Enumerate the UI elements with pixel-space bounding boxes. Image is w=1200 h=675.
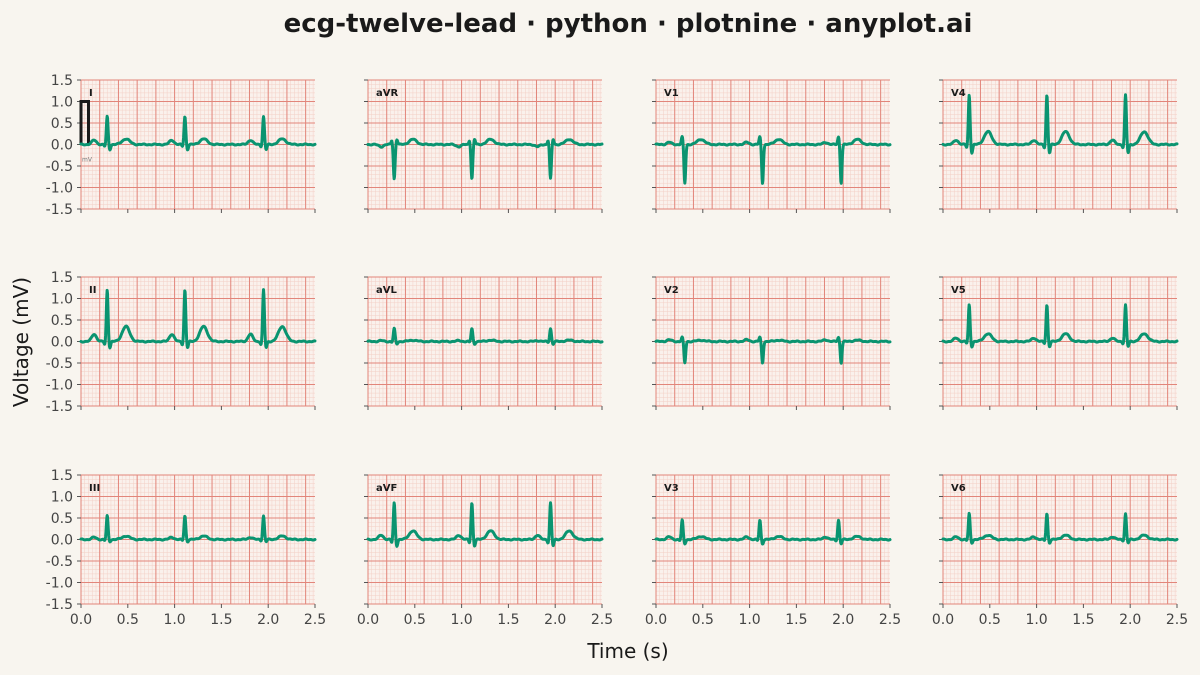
- lead-label: aVL: [376, 285, 397, 296]
- lead-label: I: [89, 88, 93, 99]
- y-tick-label: -0.5: [46, 356, 73, 372]
- x-tick-label: 2.5: [304, 612, 326, 628]
- y-tick-label: -1.0: [46, 576, 73, 592]
- calibration-label: mV: [82, 157, 93, 164]
- ecg-trace-iii: [79, 514, 317, 544]
- x-tick-label: 0.5: [404, 612, 426, 628]
- lead-label: aVR: [376, 88, 398, 99]
- lead-label: III: [89, 483, 100, 494]
- y-tick-label: 1.0: [51, 490, 73, 506]
- y-tick-label: 1.5: [51, 468, 73, 484]
- x-tick-label: 2.5: [879, 612, 901, 628]
- ecg-trace-v2: [654, 335, 892, 365]
- lead-panel-v6: 0.0 0.5 1.0 1.5 2.0 2.5 V6: [932, 474, 1188, 628]
- ecg-trace-avl: [366, 326, 604, 346]
- y-tick-label: -0.5: [46, 159, 73, 175]
- lead-panel-v1: V1: [652, 79, 892, 213]
- x-tick-label: 2.0: [832, 612, 854, 628]
- x-tick-label: 2.0: [257, 612, 279, 628]
- lead-panel-v3: 0.0 0.5 1.0 1.5 2.0 2.5 V3: [645, 474, 901, 628]
- lead-label: V6: [951, 483, 966, 494]
- ecg-trace-i: [79, 114, 317, 152]
- y-tick-label: -1.5: [46, 399, 73, 415]
- x-tick-label: 1.0: [450, 612, 472, 628]
- ecg-trace-v5: [941, 303, 1179, 349]
- lead-label: V5: [951, 285, 966, 296]
- ecg-trace-v4: [941, 93, 1179, 155]
- y-tick-label: 1.0: [51, 95, 73, 111]
- x-tick-label: 0.0: [357, 612, 379, 628]
- lead-label: V1: [664, 88, 679, 99]
- ecg-trace-avr: [366, 137, 604, 181]
- x-tick-label: 0.0: [932, 612, 954, 628]
- lead-label: V2: [664, 285, 679, 296]
- chart-title: ecg-twelve-lead · python · plotnine · an…: [284, 9, 973, 39]
- lead-panel-ii: 1.5 1.0 0.5 0.0 -0.5 -1.0 -1.5 II: [46, 270, 317, 415]
- y-tick-label: 0.0: [51, 138, 73, 154]
- lead-panel-v2: V2: [652, 276, 892, 410]
- x-tick-label: 0.0: [645, 612, 667, 628]
- lead-panel-v4: V4: [939, 79, 1179, 213]
- x-tick-label: 0.5: [979, 612, 1001, 628]
- ecg-trace-v3: [654, 518, 892, 546]
- y-tick-label: 1.5: [51, 73, 73, 89]
- x-tick-label: 0.5: [692, 612, 714, 628]
- x-tick-label: 1.5: [1072, 612, 1094, 628]
- y-tick-label: -1.0: [46, 378, 73, 394]
- y-tick-label: 1.0: [51, 292, 73, 308]
- y-axis-label: Voltage (mV): [9, 277, 33, 407]
- ecg-trace-avf: [366, 501, 604, 548]
- y-tick-label: -1.5: [46, 597, 73, 613]
- y-tick-label: 0.0: [51, 335, 73, 351]
- x-tick-label: 0.5: [117, 612, 139, 628]
- y-tick-label: 0.5: [51, 511, 73, 527]
- x-tick-label: 1.5: [210, 612, 232, 628]
- x-tick-label: 1.0: [738, 612, 760, 628]
- x-tick-label: 2.5: [1166, 612, 1188, 628]
- lead-label: aVF: [376, 483, 397, 494]
- lead-panel-v5: V5: [939, 276, 1179, 410]
- lead-panels: 1.5 1.0 0.5 0.0 -0.5 -1.0 -1.5 mV I aVR V1 V4 1.5 1.0…: [46, 73, 1188, 628]
- x-tick-label: 2.5: [591, 612, 613, 628]
- y-tick-label: 0.5: [51, 313, 73, 329]
- x-axis-label: Time (s): [586, 639, 668, 663]
- x-tick-label: 1.0: [163, 612, 185, 628]
- y-tick-label: 0.5: [51, 116, 73, 132]
- lead-label: V3: [664, 483, 679, 494]
- lead-label: V4: [951, 88, 966, 99]
- x-tick-label: 1.5: [497, 612, 519, 628]
- lead-panel-avr: aVR: [364, 79, 604, 213]
- y-tick-label: -1.0: [46, 181, 73, 197]
- lead-panel-iii: 0.0 0.5 1.0 1.5 2.0 2.5 1.5 1.0 0.5 0.0 -0.5 -1.0 -1…: [46, 468, 326, 628]
- lead-panel-avf: 0.0 0.5 1.0 1.5 2.0 2.5 aVF: [357, 474, 613, 628]
- x-tick-label: 1.5: [785, 612, 807, 628]
- y-tick-label: -1.5: [46, 202, 73, 218]
- x-tick-label: 0.0: [70, 612, 92, 628]
- lead-panel-i: 1.5 1.0 0.5 0.0 -0.5 -1.0 -1.5 mV I: [46, 73, 317, 218]
- ecg-trace-ii: [79, 288, 317, 350]
- lead-panel-avl: aVL: [364, 276, 604, 410]
- x-tick-label: 2.0: [1119, 612, 1141, 628]
- x-tick-label: 1.0: [1025, 612, 1047, 628]
- y-tick-label: 0.0: [51, 533, 73, 549]
- x-tick-label: 2.0: [544, 612, 566, 628]
- ecg-trace-v6: [941, 511, 1179, 545]
- ecg-trace-v1: [654, 135, 892, 185]
- lead-label: II: [89, 285, 96, 296]
- y-tick-label: 1.5: [51, 270, 73, 286]
- calibration-pulse: [79, 100, 90, 145]
- y-tick-label: -0.5: [46, 554, 73, 570]
